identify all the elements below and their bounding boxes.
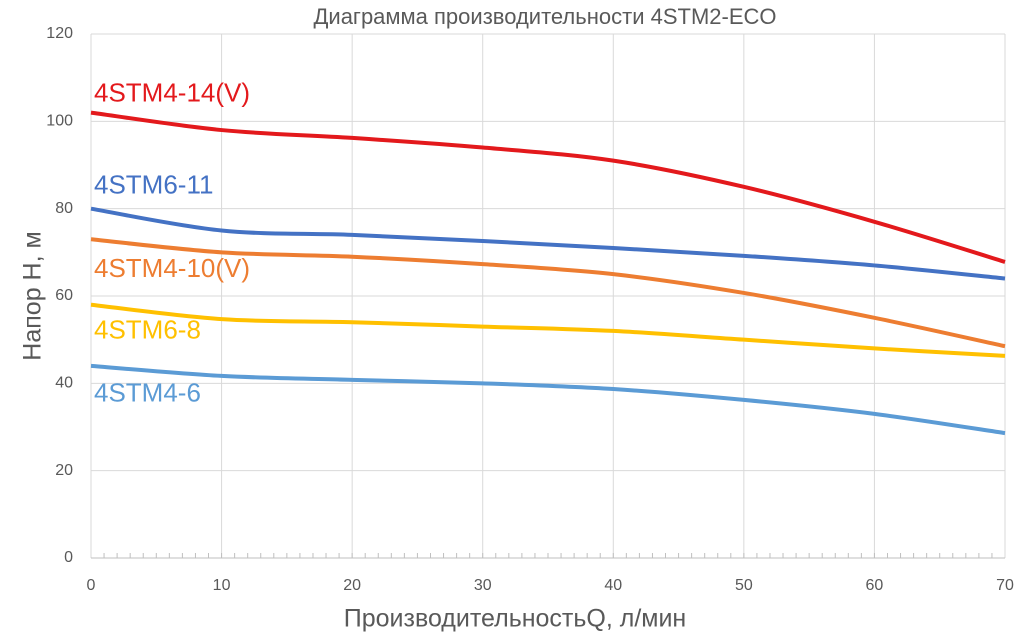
x-tick-label: 40 xyxy=(604,577,622,594)
series-line xyxy=(90,237,1006,349)
series-line xyxy=(90,206,1006,281)
series-label: 4STM4-6 xyxy=(94,378,201,408)
y-axis-title: Напор Н, м xyxy=(19,231,47,360)
y-tick-label: 80 xyxy=(55,200,73,217)
x-tick-label: 70 xyxy=(996,577,1014,594)
series-label: 4STM6-8 xyxy=(94,315,201,345)
y-tick-label: 0 xyxy=(64,549,73,566)
x-tick-label: 20 xyxy=(343,577,361,594)
series-label: 4STM6-11 xyxy=(94,170,213,200)
series-line xyxy=(90,363,1006,436)
x-tick-label: 10 xyxy=(213,577,231,594)
y-tick-label: 60 xyxy=(55,287,73,304)
x-tick-label: 30 xyxy=(474,577,492,594)
series-line xyxy=(90,302,1006,358)
y-tick-label: 40 xyxy=(55,375,73,392)
series-label: 4STM4-10(V) xyxy=(94,253,250,283)
x-tick-label: 0 xyxy=(87,577,96,594)
series-line xyxy=(90,110,1006,264)
x-tick-label: 50 xyxy=(735,577,753,594)
chart-title: Диаграмма производительности 4STM2-ECO xyxy=(314,4,777,29)
x-tick-label: 60 xyxy=(866,577,884,594)
y-tick-label: 100 xyxy=(46,113,73,130)
x-axis-title: ПроизводительностьQ, л/мин xyxy=(344,605,686,633)
series-label: 4STM4-14(V) xyxy=(94,77,250,107)
y-tick-label: 120 xyxy=(46,25,73,42)
y-tick-label: 20 xyxy=(55,462,73,479)
